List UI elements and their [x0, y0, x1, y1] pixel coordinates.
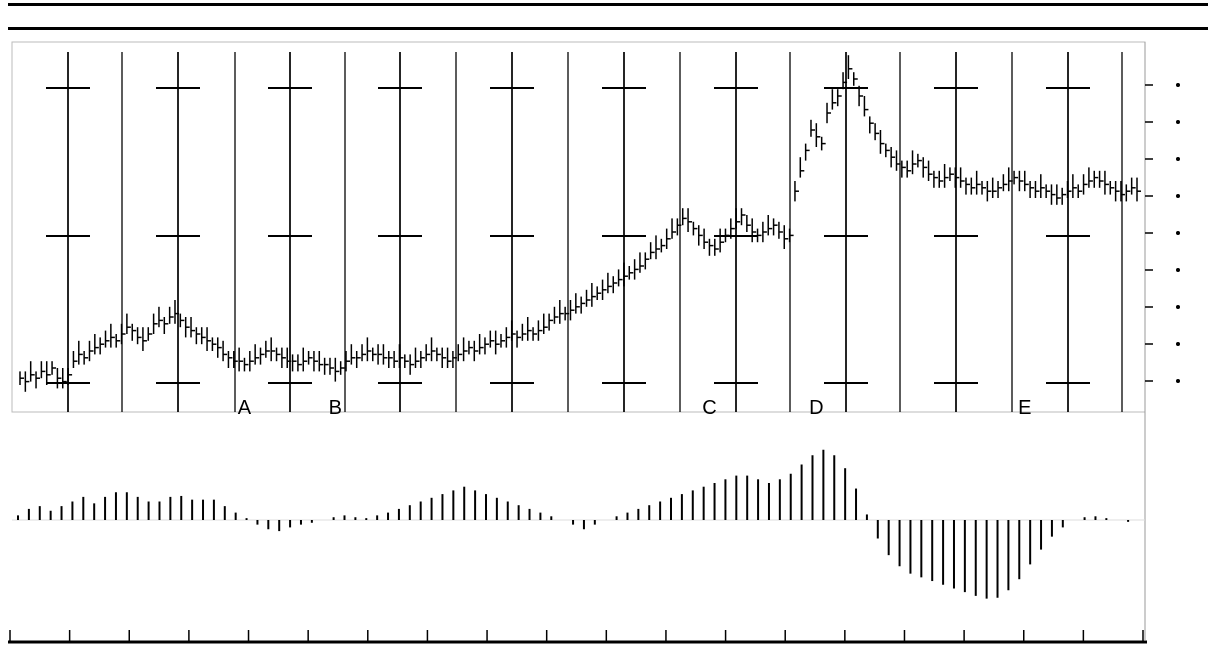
wave-label-d: D	[809, 397, 823, 419]
price-panel-frame	[11, 41, 1146, 413]
wave-label-e: E	[1018, 397, 1031, 419]
y-tick-dot	[1176, 342, 1180, 346]
wave-label-c: C	[702, 397, 716, 419]
y-tick-dot	[1176, 194, 1180, 198]
chart-title	[8, 3, 1208, 30]
y-tick-dot	[1176, 83, 1180, 87]
y-tick-dot	[1176, 120, 1180, 124]
y-tick-dot	[1176, 379, 1180, 383]
wave-label-b: B	[329, 397, 342, 419]
y-tick-dot	[1176, 268, 1180, 272]
y-tick-dot	[1176, 157, 1180, 161]
wave-label-a: A	[238, 397, 252, 419]
y-tick-dot	[1176, 231, 1180, 235]
y-tick-dot	[1176, 305, 1180, 309]
